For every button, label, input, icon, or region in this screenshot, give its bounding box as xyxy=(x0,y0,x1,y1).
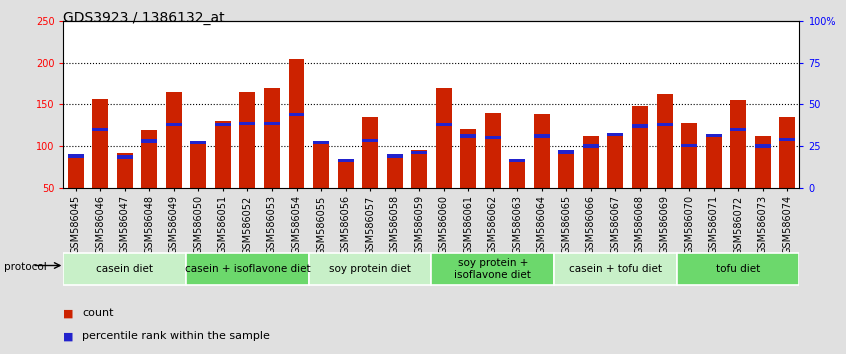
Bar xyxy=(68,156,84,188)
Bar xyxy=(190,141,206,144)
Bar xyxy=(309,253,431,285)
Bar xyxy=(141,139,157,143)
Bar xyxy=(730,128,746,131)
Bar xyxy=(166,123,182,126)
Bar xyxy=(509,159,525,188)
Bar xyxy=(436,123,452,126)
Bar xyxy=(338,159,354,188)
Bar xyxy=(583,144,599,148)
Bar xyxy=(460,135,476,138)
Bar xyxy=(215,121,231,188)
Bar xyxy=(68,154,84,158)
Bar xyxy=(92,99,108,188)
Bar xyxy=(117,153,133,188)
Bar xyxy=(63,253,186,285)
Bar xyxy=(92,128,108,131)
Text: ■: ■ xyxy=(63,331,74,341)
Bar xyxy=(239,92,255,188)
Bar xyxy=(583,136,599,188)
Text: GDS3923 / 1386132_at: GDS3923 / 1386132_at xyxy=(63,11,225,25)
Bar xyxy=(632,106,648,188)
Bar xyxy=(362,138,378,142)
Bar xyxy=(485,136,501,139)
Bar xyxy=(730,100,746,188)
Bar xyxy=(681,143,697,147)
Bar xyxy=(681,123,697,188)
Bar xyxy=(411,151,427,154)
Bar xyxy=(190,142,206,188)
Bar xyxy=(607,133,624,188)
Bar xyxy=(554,253,677,285)
Bar xyxy=(656,123,673,126)
Text: ■: ■ xyxy=(63,308,74,318)
Bar xyxy=(387,154,403,158)
Bar xyxy=(779,117,795,188)
Bar xyxy=(239,122,255,125)
Bar xyxy=(706,133,722,137)
Bar xyxy=(755,136,771,188)
Bar xyxy=(313,142,329,188)
Bar xyxy=(431,253,554,285)
Bar xyxy=(338,159,354,162)
Bar xyxy=(706,133,722,188)
Bar xyxy=(558,150,574,188)
Text: casein + isoflavone diet: casein + isoflavone diet xyxy=(184,264,310,274)
Bar xyxy=(264,88,280,188)
Bar xyxy=(436,88,452,188)
Text: percentile rank within the sample: percentile rank within the sample xyxy=(82,331,270,341)
Text: count: count xyxy=(82,308,113,318)
Bar xyxy=(779,138,795,141)
Bar xyxy=(607,133,624,136)
Bar xyxy=(509,159,525,162)
Bar xyxy=(411,150,427,188)
Bar xyxy=(677,253,799,285)
Text: soy protein +
isoflavone diet: soy protein + isoflavone diet xyxy=(454,258,531,280)
Bar xyxy=(215,123,231,126)
Text: tofu diet: tofu diet xyxy=(716,264,761,274)
Bar xyxy=(186,253,309,285)
Bar xyxy=(264,122,280,125)
Bar xyxy=(558,150,574,154)
Bar xyxy=(534,135,550,138)
Bar xyxy=(362,117,378,188)
Bar xyxy=(656,93,673,188)
Bar xyxy=(141,130,157,188)
Bar xyxy=(755,144,771,148)
Text: soy protein diet: soy protein diet xyxy=(329,264,411,274)
Bar xyxy=(288,59,305,188)
Bar xyxy=(117,155,133,159)
Bar xyxy=(166,92,182,188)
Text: protocol: protocol xyxy=(4,262,47,272)
Bar xyxy=(313,141,329,144)
Bar xyxy=(387,154,403,188)
Bar xyxy=(534,114,550,188)
Bar xyxy=(460,130,476,188)
Text: casein diet: casein diet xyxy=(96,264,153,274)
Text: casein + tofu diet: casein + tofu diet xyxy=(569,264,662,274)
Bar xyxy=(632,124,648,128)
Bar xyxy=(485,113,501,188)
Bar xyxy=(288,113,305,116)
